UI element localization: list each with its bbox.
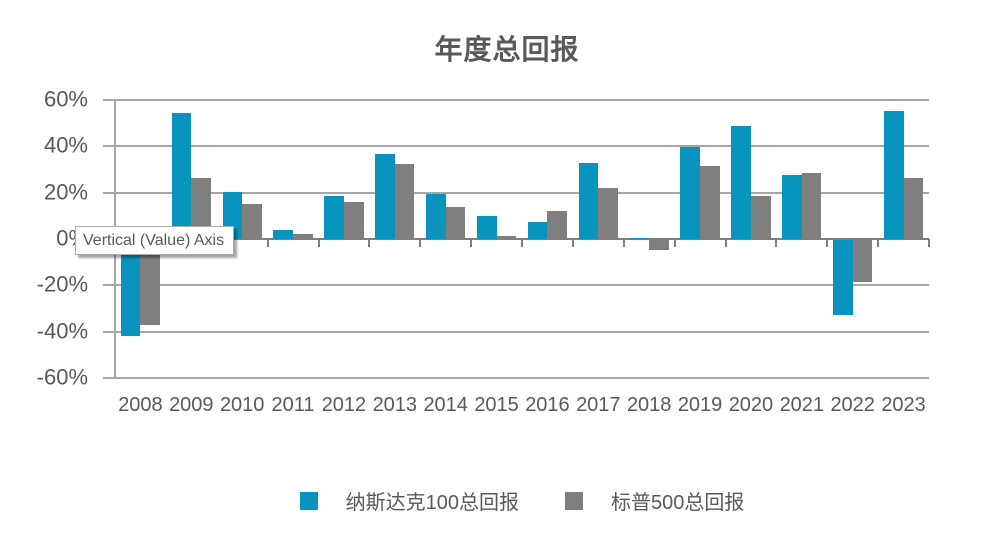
bar[interactable] (700, 166, 720, 239)
bar[interactable] (343, 201, 364, 239)
y-axis-tick (103, 145, 115, 148)
x-axis-label: 2010 (219, 394, 265, 416)
x-axis-label: 2016 (525, 394, 570, 416)
legend-swatch-icon (299, 491, 318, 510)
vertical-axis-tooltip: Vertical (Value) Axis (75, 226, 235, 255)
horizontal-gridline (115, 330, 929, 333)
bar[interactable] (750, 196, 771, 239)
x-axis-label: 2008 (118, 394, 163, 416)
x-axis-tick (928, 238, 930, 247)
bar[interactable] (426, 194, 446, 239)
x-axis-tick (724, 238, 727, 247)
x-axis-label: 2021 (779, 394, 825, 416)
bar[interactable] (782, 175, 802, 239)
bar[interactable] (293, 234, 313, 239)
y-axis-label: 40% (43, 132, 88, 158)
x-axis-label: 2022 (830, 394, 875, 416)
x-axis-label: 2019 (677, 394, 723, 416)
bar[interactable] (324, 196, 344, 239)
y-axis-tick (103, 376, 115, 379)
y-axis-label: -20% (36, 271, 88, 297)
bar[interactable] (496, 235, 517, 239)
legend: 纳斯达克100总回报 标普500总回报 (115, 486, 929, 515)
x-axis-label: 2018 (626, 394, 672, 416)
x-axis-label: 2013 (372, 394, 418, 416)
x-axis-label: 2012 (321, 394, 367, 416)
horizontal-gridline (115, 284, 929, 287)
y-axis-tick (103, 99, 115, 101)
bar[interactable] (273, 230, 294, 239)
bar[interactable] (476, 216, 497, 239)
horizontal-gridline (115, 145, 929, 148)
y-axis-tick (103, 191, 115, 194)
x-axis-label: 2017 (576, 394, 621, 416)
x-axis-tick (470, 238, 473, 247)
bar[interactable] (140, 239, 161, 325)
x-axis-tick (571, 238, 574, 247)
legend-swatch-icon (565, 491, 583, 510)
legend-item-nasdaq100[interactable]: 纳斯达克100总回报 (299, 486, 519, 515)
bar[interactable] (852, 239, 873, 282)
x-axis-label: 2011 (271, 394, 315, 416)
x-axis-tick (877, 238, 880, 247)
x-axis-tick (317, 238, 320, 247)
x-axis-label: 2020 (728, 394, 774, 416)
x-axis-tick (622, 238, 625, 247)
bar[interactable] (242, 204, 262, 239)
x-axis-tick (775, 238, 778, 247)
bar[interactable] (649, 239, 669, 251)
bar[interactable] (171, 112, 192, 239)
bar[interactable] (191, 177, 211, 239)
bar[interactable] (833, 239, 853, 316)
x-axis-label: 2023 (881, 394, 926, 416)
horizontal-gridline (115, 191, 929, 194)
x-axis-tick (368, 238, 371, 247)
bar[interactable] (547, 211, 568, 239)
x-axis-label: 2014 (423, 394, 468, 416)
bar[interactable] (903, 178, 924, 239)
bar[interactable] (801, 172, 822, 239)
bar[interactable] (445, 207, 466, 239)
bar[interactable] (375, 153, 395, 239)
x-axis-tick (521, 238, 523, 247)
legend-label: 纳斯达克100总回报 (345, 492, 519, 514)
bar[interactable] (527, 222, 548, 239)
bar[interactable] (883, 111, 904, 239)
y-axis-label: 20% (43, 179, 88, 205)
x-axis-tick (673, 238, 676, 247)
legend-label: 标普500总回报 (611, 492, 745, 514)
horizontal-gridline (115, 376, 929, 379)
y-axis-label: -40% (36, 318, 88, 344)
x-axis-tick (419, 238, 422, 247)
legend-item-sp500[interactable]: 标普500总回报 (565, 486, 744, 515)
y-axis-tick (103, 330, 115, 333)
bar[interactable] (731, 125, 751, 239)
bar[interactable] (120, 239, 141, 337)
bar[interactable] (394, 163, 415, 239)
horizontal-gridline (115, 99, 929, 101)
chart-title: 年度总回报 (434, 34, 580, 65)
bar[interactable] (598, 188, 618, 239)
y-axis-label: 60% (43, 86, 88, 112)
bar[interactable] (578, 162, 599, 239)
x-axis-label: 2009 (169, 394, 214, 416)
bar[interactable] (680, 147, 701, 239)
vertical-axis-tooltip-text: Vertical (Value) Axis (83, 232, 225, 249)
x-axis-tick (266, 238, 269, 247)
x-axis-label: 2015 (474, 394, 519, 416)
x-axis-tick (826, 238, 829, 247)
bar[interactable] (629, 237, 650, 239)
y-axis-label: -60% (36, 364, 88, 390)
y-axis-tick (103, 284, 115, 287)
